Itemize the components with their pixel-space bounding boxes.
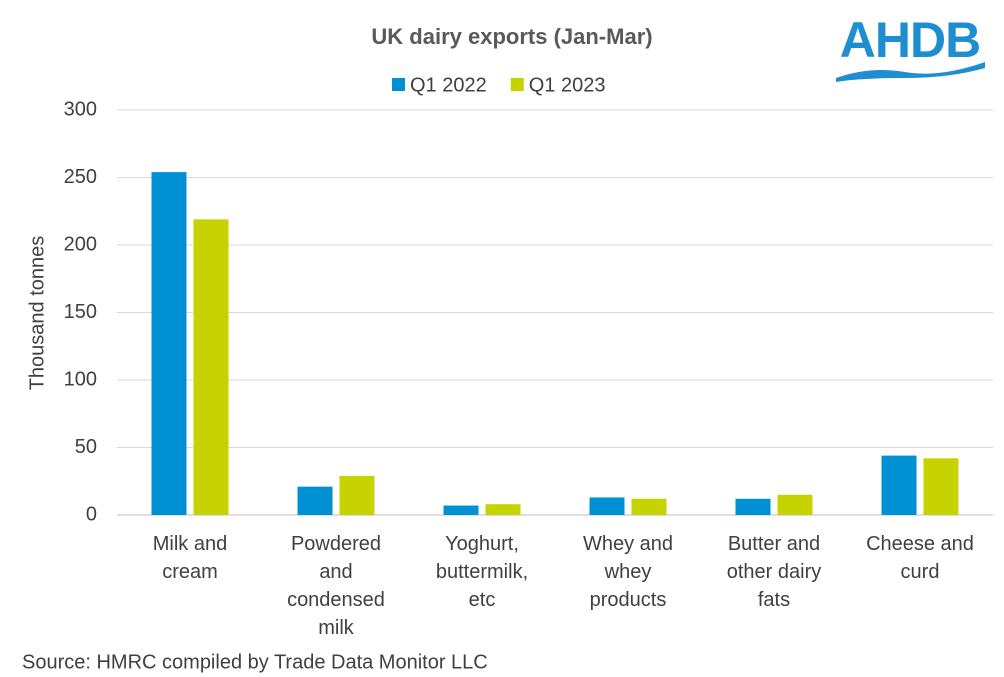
bar	[297, 486, 333, 515]
x-tick-label: Whey and whey products	[583, 533, 673, 611]
bar	[923, 458, 959, 515]
y-axis-title: Thousand tonnes	[26, 236, 48, 391]
source: Source: HMRC compiled by Trade Data Moni…	[22, 651, 488, 673]
x-tick-label: Cheese and curd	[866, 533, 974, 583]
bar	[443, 505, 479, 515]
logo-wave	[836, 62, 985, 82]
bar	[485, 504, 521, 515]
bar	[589, 497, 625, 515]
legend-label: Q1 2022	[410, 74, 487, 96]
bar	[339, 475, 375, 515]
logo: AHDB	[840, 12, 980, 68]
legend-swatch	[510, 78, 524, 91]
bar	[193, 219, 229, 515]
x-tick-label: Butter and other dairy fats	[727, 533, 822, 611]
chart-title: UK dairy exports (Jan-Mar)	[371, 24, 652, 49]
legend-swatch	[392, 78, 405, 91]
y-tick-label: 50	[75, 436, 97, 458]
bar	[151, 172, 187, 515]
y-tick-label: 200	[64, 233, 97, 255]
bar	[735, 498, 771, 515]
bar	[777, 494, 813, 515]
legend-label: Q1 2023	[529, 74, 606, 96]
y-tick-label: 150	[64, 301, 97, 323]
y-tick-label: 100	[64, 368, 97, 390]
y-tick-label: 300	[64, 98, 97, 120]
bar	[631, 498, 667, 515]
x-tick-label: Milk and cream	[153, 533, 227, 583]
x-tick-label: Powdered and condensed milk	[287, 533, 385, 639]
y-tick-label: 250	[64, 166, 97, 188]
y-tick-label: 0	[86, 503, 97, 525]
bar	[881, 455, 917, 515]
x-tick-label: Yoghurt, buttermilk, etc	[436, 533, 528, 611]
